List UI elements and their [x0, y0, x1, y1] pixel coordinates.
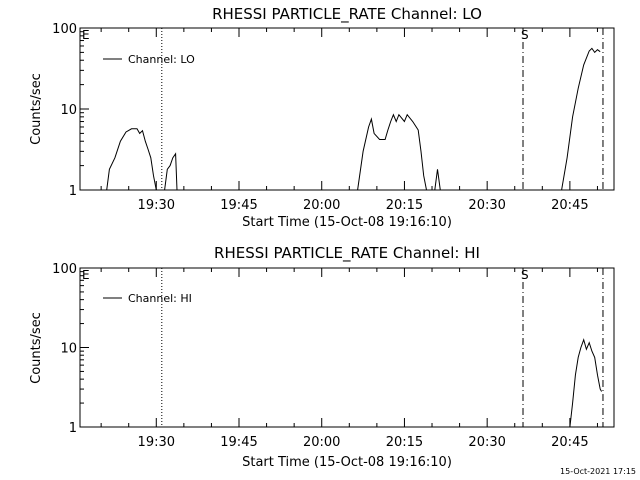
y-axis-ticks: 1 10 100 — [52, 22, 89, 199]
x-axis-label: Start Time (15-Oct-08 19:16:10) — [242, 215, 452, 230]
event-marker-label: S — [521, 268, 529, 282]
event-markers: S — [161, 28, 604, 190]
panel-lo: RHESSI PARTICLE_RATE Channel: LO Start T… — [29, 5, 615, 230]
series-line-segment — [434, 169, 441, 191]
x-axis-ticks: 19:30 19:45 20:00 20:15 20:30 20:45 — [100, 268, 598, 450]
y-axis-label: Counts/sec — [29, 73, 44, 145]
series-line-segment — [357, 113, 427, 191]
panel-hi: RHESSI PARTICLE_RATE Channel: HI Start T… — [29, 244, 615, 470]
series-line-segment — [561, 47, 601, 191]
footer-timestamp: 15-Oct-2021 17:15 — [560, 467, 636, 476]
y-axis-label: Counts/sec — [29, 312, 44, 384]
x-tick-label: 19:45 — [220, 435, 257, 450]
x-tick-label: 20:15 — [386, 198, 423, 213]
y-axis-ticks: 1 10 100 — [52, 262, 89, 436]
x-tick-label: 20:30 — [468, 435, 505, 450]
event-marker-label: S — [521, 28, 529, 42]
y-tick-label: 1 — [69, 184, 77, 199]
chart-title: RHESSI PARTICLE_RATE Channel: LO — [212, 5, 482, 24]
flag-label-e: E — [82, 28, 90, 42]
x-axis-ticks: 19:30 19:45 20:00 20:15 20:30 20:45 — [100, 28, 598, 213]
x-tick-label: 20:45 — [551, 435, 588, 450]
data-series — [569, 338, 603, 428]
x-tick-label: 20:15 — [386, 435, 423, 450]
y-tick-label: 100 — [52, 22, 77, 37]
legend-entry: Channel: LO — [128, 53, 195, 66]
event-markers: S — [161, 268, 604, 427]
chart-title: RHESSI PARTICLE_RATE Channel: HI — [214, 244, 480, 263]
flag-label-e: E — [82, 268, 90, 282]
y-tick-label: 100 — [52, 262, 77, 277]
legend: Channel: HI — [103, 292, 192, 305]
x-tick-label: 19:30 — [138, 435, 175, 450]
y-tick-label: 10 — [60, 103, 77, 118]
x-tick-label: 20:00 — [303, 198, 340, 213]
x-tick-label: 20:00 — [303, 435, 340, 450]
series-line-segment — [164, 152, 178, 191]
data-series — [106, 47, 601, 191]
y-tick-label: 1 — [69, 421, 77, 436]
x-tick-label: 19:30 — [138, 198, 175, 213]
x-tick-label: 19:45 — [220, 198, 257, 213]
x-tick-label: 20:30 — [468, 198, 505, 213]
series-line-segment — [569, 338, 603, 428]
y-tick-label: 10 — [60, 342, 77, 357]
series-line-segment — [106, 128, 157, 191]
legend: Channel: LO — [103, 53, 195, 66]
x-axis-label: Start Time (15-Oct-08 19:16:10) — [242, 455, 452, 470]
legend-entry: Channel: HI — [128, 292, 192, 305]
x-tick-label: 20:45 — [551, 198, 588, 213]
